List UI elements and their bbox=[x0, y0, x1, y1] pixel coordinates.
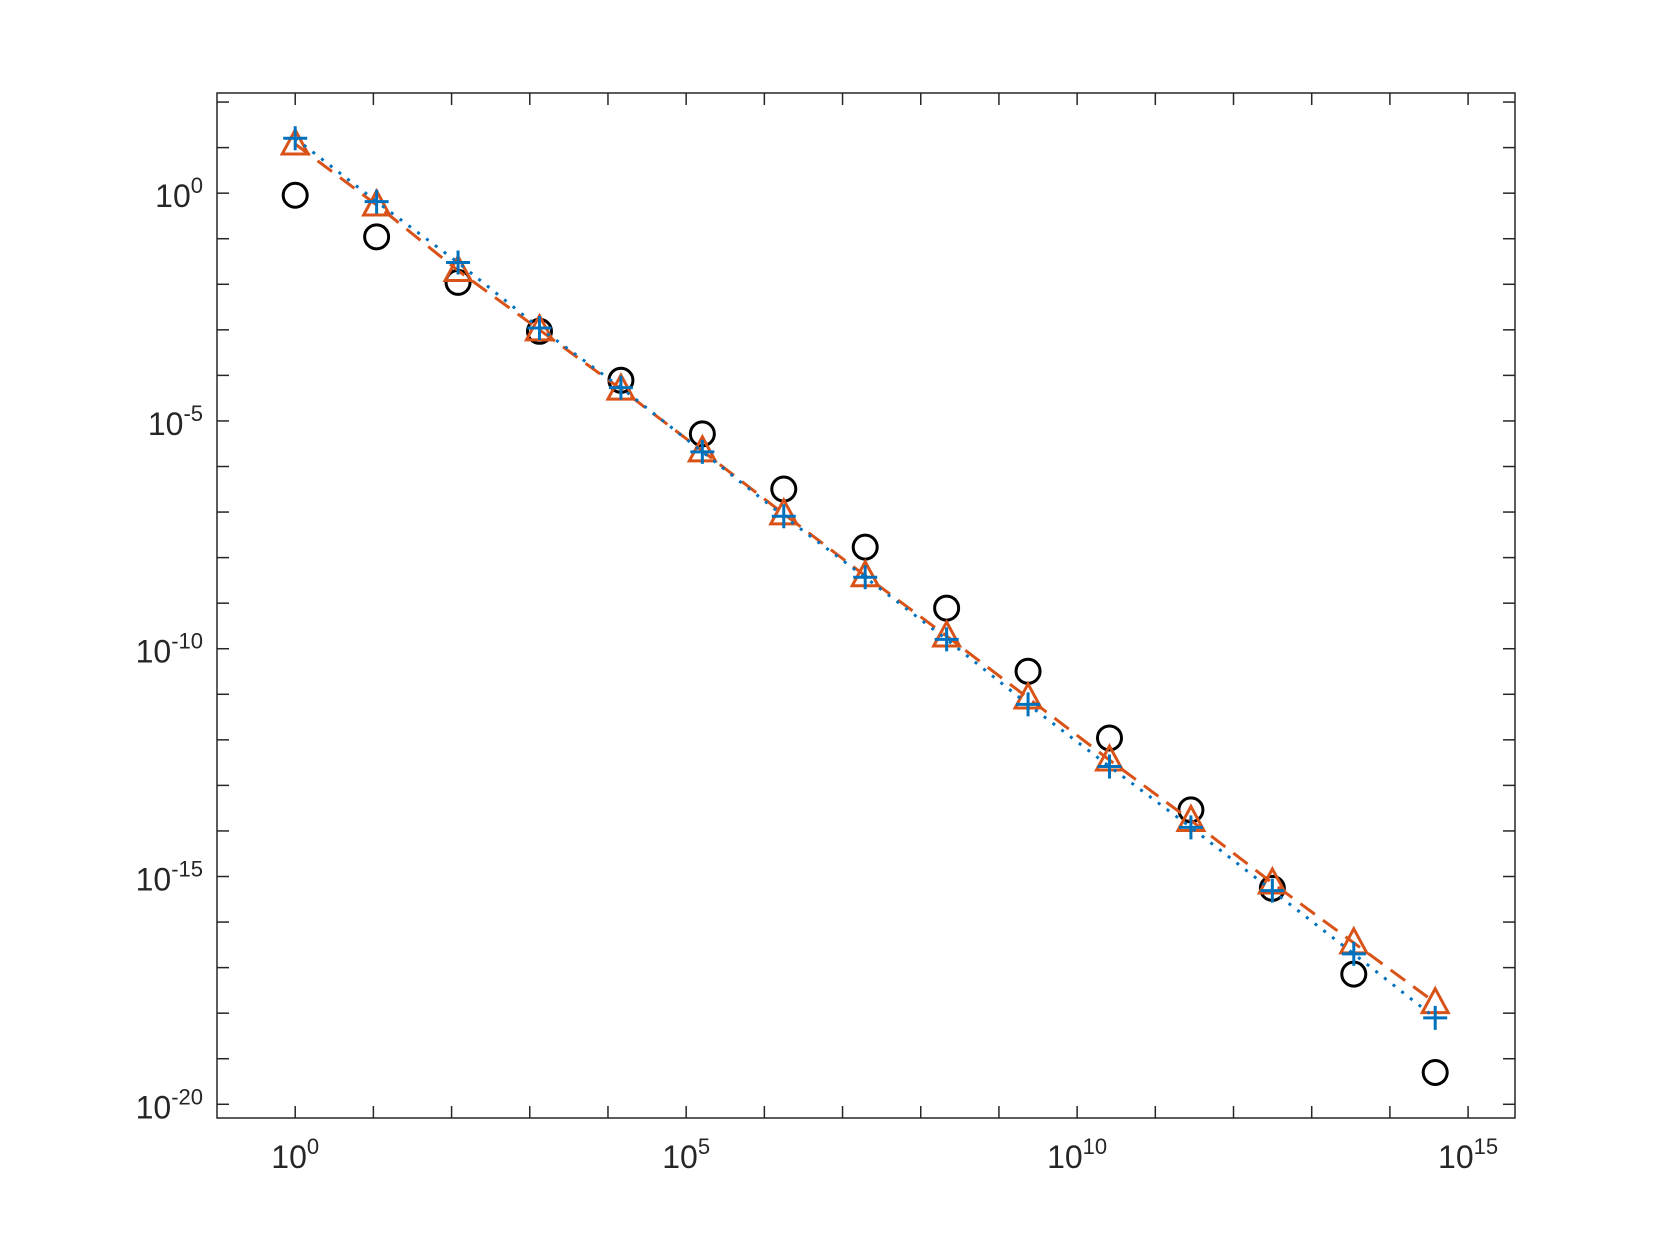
y-tick-label: 100 bbox=[155, 173, 203, 214]
marker-plus bbox=[1097, 754, 1122, 779]
marker-plus bbox=[853, 565, 878, 590]
y-tick-label: 10-5 bbox=[148, 401, 203, 442]
marker-plus bbox=[1178, 815, 1203, 840]
marker-plus bbox=[690, 439, 715, 464]
marker-plus bbox=[527, 315, 552, 340]
x-tick-label: 1010 bbox=[1047, 1134, 1107, 1175]
marker-circle bbox=[1095, 724, 1123, 752]
marker-triangle bbox=[442, 253, 474, 283]
y-tick-label: 10-10 bbox=[136, 629, 203, 670]
marker-plus bbox=[1260, 878, 1285, 903]
marker-circle bbox=[281, 181, 309, 209]
y-tick-label: 10-20 bbox=[136, 1084, 203, 1125]
marker-plus bbox=[771, 504, 796, 529]
marker-plus bbox=[364, 189, 389, 214]
marker-plus bbox=[1016, 692, 1041, 717]
marker-plus bbox=[608, 375, 633, 400]
marker-circle bbox=[363, 223, 391, 251]
marker-plus bbox=[1341, 941, 1366, 966]
marker-plus bbox=[283, 126, 308, 151]
x-tick-label: 100 bbox=[271, 1134, 319, 1175]
marker-plus bbox=[446, 250, 471, 275]
plot-box bbox=[216, 92, 1516, 1119]
marker-plus bbox=[934, 627, 959, 652]
y-tick-label: 10-15 bbox=[136, 857, 203, 898]
marker-circle bbox=[1421, 1058, 1449, 1086]
series bbox=[283, 126, 1448, 1030]
x-tick-label: 1015 bbox=[1438, 1134, 1498, 1175]
marker-plus bbox=[1423, 1005, 1448, 1030]
marker-triangle bbox=[279, 126, 311, 156]
x-tick-label: 105 bbox=[662, 1134, 710, 1175]
